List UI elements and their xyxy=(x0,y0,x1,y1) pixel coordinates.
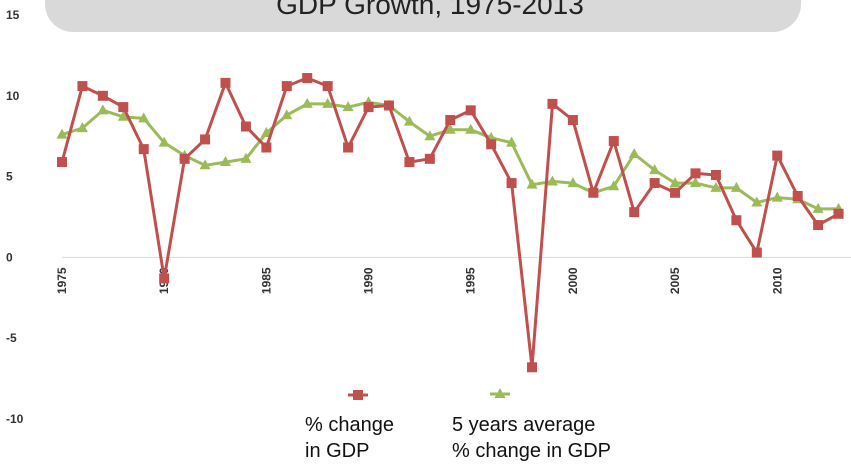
y-tick-label: 5 xyxy=(6,170,13,184)
data-point xyxy=(772,150,783,161)
x-tick-label: 2010 xyxy=(770,267,784,294)
x-tick-label: 2000 xyxy=(566,267,580,294)
data-point xyxy=(97,90,108,101)
y-tick-label: -5 xyxy=(6,331,17,345)
data-point xyxy=(322,97,334,108)
x-tick-label: 2005 xyxy=(668,267,682,294)
data-point xyxy=(546,175,558,186)
x-tick-label: 1990 xyxy=(362,267,376,294)
data-point xyxy=(527,362,538,373)
chart-title: GDP Growth, 1975-2013 xyxy=(276,0,584,20)
data-point xyxy=(731,215,742,226)
y-tick-label: -10 xyxy=(6,412,24,426)
data-point xyxy=(547,98,558,109)
data-point xyxy=(813,220,824,231)
data-point xyxy=(383,100,394,111)
data-point xyxy=(567,115,578,126)
data-point xyxy=(751,196,763,207)
data-point xyxy=(301,97,313,108)
data-point xyxy=(526,178,538,189)
legend-item: % change in GDP xyxy=(305,390,394,462)
data-point xyxy=(833,208,844,219)
series-layer xyxy=(56,73,845,373)
data-point xyxy=(260,126,272,137)
data-point xyxy=(710,181,722,192)
data-point xyxy=(200,134,211,145)
data-point xyxy=(302,73,313,84)
data-point xyxy=(424,130,436,141)
legend-label: in GDP xyxy=(305,440,369,462)
data-point xyxy=(771,191,783,202)
data-point xyxy=(322,81,333,92)
data-point xyxy=(588,187,599,198)
data-point xyxy=(159,273,170,284)
legend: % change in GDP 5 years average % change in… xyxy=(305,388,611,462)
y-tick-label: 10 xyxy=(6,89,20,103)
data-point xyxy=(363,102,374,113)
data-point xyxy=(77,81,88,92)
data-point xyxy=(670,187,681,198)
data-point xyxy=(404,157,415,168)
data-point xyxy=(56,128,68,139)
data-point xyxy=(629,207,640,218)
data-point xyxy=(812,202,824,213)
data-point xyxy=(690,177,702,188)
data-point xyxy=(751,247,762,258)
data-point xyxy=(179,153,190,164)
data-point xyxy=(690,168,701,179)
data-point xyxy=(465,123,477,134)
legend-item: 5 years average % change in GDP xyxy=(452,388,611,462)
data-point xyxy=(97,104,109,115)
data-point xyxy=(444,123,456,134)
data-point xyxy=(117,110,129,121)
data-point xyxy=(792,190,803,201)
x-tick-label: 1975 xyxy=(55,267,69,294)
data-point xyxy=(465,105,476,116)
legend-label: % change in GDP xyxy=(452,440,611,462)
data-point xyxy=(486,139,497,150)
data-point xyxy=(506,178,517,189)
data-point xyxy=(219,156,231,167)
data-point xyxy=(445,115,456,126)
data-point xyxy=(138,144,149,155)
x-tick-label: 1995 xyxy=(464,267,478,294)
data-point xyxy=(57,157,67,168)
data-point xyxy=(649,164,661,175)
data-point xyxy=(710,169,721,180)
legend-marker xyxy=(494,388,506,398)
data-point xyxy=(240,152,252,163)
data-point xyxy=(403,115,415,126)
data-point xyxy=(608,136,619,147)
data-point xyxy=(261,142,272,153)
data-point xyxy=(649,178,660,189)
legend-label: 5 years average xyxy=(452,414,595,436)
data-point xyxy=(76,122,88,133)
data-point xyxy=(608,180,620,191)
data-point xyxy=(669,177,681,188)
data-point xyxy=(730,181,742,192)
data-point xyxy=(118,102,129,113)
legend-label: % change xyxy=(305,414,394,436)
data-point xyxy=(343,142,354,153)
legend-marker xyxy=(353,390,363,400)
data-point xyxy=(199,159,211,170)
data-point xyxy=(281,81,292,92)
series-gdp-change xyxy=(57,73,844,373)
data-point xyxy=(281,109,293,120)
y-tick-label: 15 xyxy=(6,8,20,22)
data-point xyxy=(628,147,640,158)
data-point xyxy=(138,112,150,123)
data-point xyxy=(342,101,354,112)
chart-title-box xyxy=(45,0,801,32)
y-axis-tick-labels: 15 10 5 0 -5 -10 xyxy=(6,8,24,426)
data-point xyxy=(424,153,435,164)
data-point xyxy=(506,136,518,147)
y-tick-label: 0 xyxy=(6,250,13,264)
data-point xyxy=(158,136,170,147)
data-point xyxy=(240,121,251,132)
data-point xyxy=(567,177,579,188)
x-tick-label: 1985 xyxy=(259,267,273,294)
data-point xyxy=(220,77,231,88)
